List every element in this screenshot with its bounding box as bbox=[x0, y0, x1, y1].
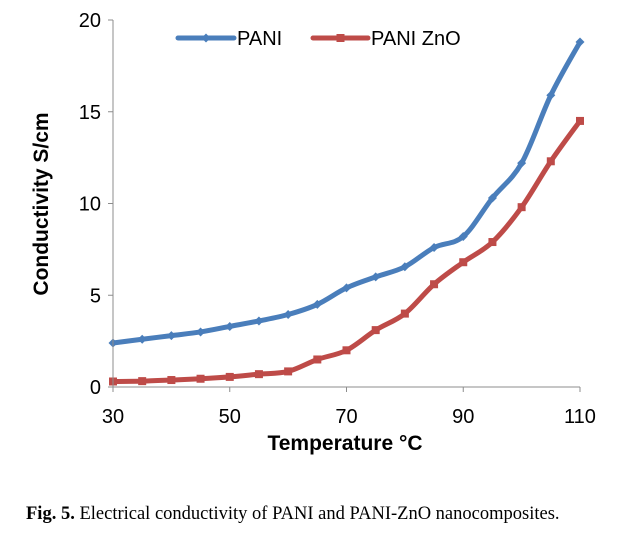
y-tick-label: 15 bbox=[79, 102, 101, 124]
data-point bbox=[400, 262, 410, 272]
y-tick-label: 5 bbox=[90, 285, 101, 307]
data-point bbox=[371, 272, 381, 282]
caption-label: Fig. 5. bbox=[26, 504, 75, 524]
data-point bbox=[342, 283, 351, 293]
line-chart: 0 5 10 15 20 30 50 70 90 110 Temperature °C Condu… bbox=[30, 10, 596, 455]
data-point bbox=[254, 370, 263, 379]
legend-item: PANI bbox=[175, 28, 282, 50]
data-point bbox=[487, 193, 497, 203]
data-point bbox=[284, 367, 293, 376]
data-point bbox=[254, 316, 264, 326]
data-point bbox=[196, 327, 206, 337]
x-axis-title: Temperature °C bbox=[267, 432, 422, 455]
data-point bbox=[166, 331, 176, 341]
x-tick-label: 90 bbox=[452, 406, 474, 428]
figure-caption: Fig. 5. Electrical conductivity of PANI … bbox=[26, 504, 622, 525]
data-point bbox=[283, 310, 293, 320]
x-tick-label: 30 bbox=[102, 406, 124, 428]
data-point bbox=[517, 203, 526, 212]
data-point bbox=[225, 321, 235, 331]
legend-swatch-marker bbox=[201, 33, 211, 43]
data-point bbox=[138, 377, 147, 386]
x-tick-label: 50 bbox=[219, 406, 241, 428]
data-point bbox=[429, 243, 439, 253]
data-point bbox=[196, 374, 205, 383]
data-point bbox=[430, 280, 439, 289]
series-line bbox=[110, 118, 583, 384]
data-point bbox=[371, 326, 380, 335]
data-point bbox=[313, 355, 322, 364]
y-tick-label: 20 bbox=[79, 10, 101, 32]
data-point bbox=[459, 258, 468, 267]
caption-text: Electrical conductivity of PANI and PANI… bbox=[79, 504, 560, 524]
legend-swatch-marker bbox=[336, 34, 345, 42]
series-line bbox=[110, 39, 583, 346]
legend-item: PANI ZnO bbox=[310, 28, 461, 50]
data-point bbox=[167, 376, 176, 385]
y-axis-title: Conductivity S/cm bbox=[30, 112, 53, 295]
y-tick-label: 0 bbox=[90, 377, 101, 399]
legend-label: PANI ZnO bbox=[371, 28, 461, 50]
data-point bbox=[517, 158, 527, 168]
legend-label: PANI bbox=[237, 28, 282, 50]
data-point bbox=[400, 309, 409, 318]
axes: 0 5 10 15 20 30 50 70 90 110 bbox=[79, 10, 596, 428]
data-point bbox=[458, 232, 468, 242]
series-pani bbox=[108, 37, 585, 348]
series-pani-zno bbox=[109, 116, 584, 386]
data-point bbox=[546, 90, 556, 100]
data-point bbox=[312, 299, 322, 309]
data-point bbox=[137, 334, 147, 344]
data-point bbox=[576, 116, 584, 125]
x-tick-label: 110 bbox=[564, 406, 596, 428]
data-point bbox=[225, 372, 234, 381]
x-tick-label: 70 bbox=[335, 406, 357, 428]
data-point bbox=[342, 346, 351, 355]
plot-area bbox=[108, 37, 585, 386]
data-point bbox=[488, 238, 497, 247]
data-point bbox=[575, 37, 585, 47]
data-point bbox=[546, 157, 555, 166]
y-tick-label: 10 bbox=[79, 194, 101, 216]
legend: PANI PANI ZnO bbox=[175, 28, 461, 50]
